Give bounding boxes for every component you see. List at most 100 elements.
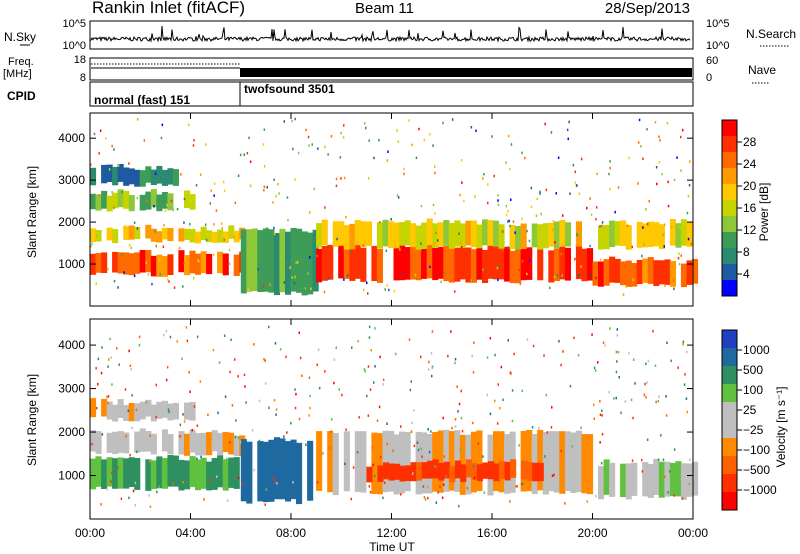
velocity-scatter-cell	[471, 354, 473, 358]
velocity-cell	[388, 430, 395, 492]
velocity-scatter-cell	[181, 357, 183, 361]
velocity-scatter-cell	[410, 380, 412, 383]
velocity-scatter-cell	[632, 416, 634, 420]
power-cell	[548, 250, 555, 283]
velocity-scatter-cell	[364, 369, 366, 373]
power-cell	[321, 219, 328, 245]
power-cell	[206, 254, 213, 275]
velocity-scatter-cell	[456, 385, 458, 388]
velocity-colorbar-swatch	[722, 420, 737, 439]
power-cell	[382, 219, 389, 247]
power-scatter-cell	[362, 244, 364, 247]
power-scatter-cell	[556, 274, 558, 277]
velocity-cell	[432, 459, 439, 479]
velocity-cell	[95, 431, 102, 454]
power-scatter-cell	[340, 177, 342, 180]
velocity-scatter-cell	[624, 400, 627, 403]
power-scatter-cell	[197, 260, 200, 263]
power-scatter-cell	[388, 288, 390, 292]
velocity-scatter-cell	[128, 496, 130, 500]
power-cell	[404, 220, 411, 246]
power-cell	[625, 225, 632, 250]
velocity-scatter-cell	[258, 399, 261, 403]
power-cell	[393, 222, 400, 249]
power-cell	[222, 253, 229, 276]
power-cell	[598, 225, 605, 250]
power-cell	[371, 245, 378, 281]
power-cell	[156, 165, 163, 184]
velocity-scatter-cell	[531, 426, 534, 429]
power-cell	[189, 250, 196, 274]
power-scatter-cell	[151, 282, 153, 286]
power-cell	[426, 243, 433, 279]
power-scatter-cell	[90, 244, 92, 248]
power-scatter-cell	[566, 128, 569, 132]
velocity-scatter-cell	[483, 491, 486, 494]
velocity-scatter-cell	[378, 405, 381, 409]
power-scatter-cell	[622, 293, 625, 296]
velocity-scatter-cell	[428, 360, 430, 364]
velocity-scatter-cell	[275, 413, 277, 416]
velocity-cell	[476, 464, 483, 482]
power-cell	[307, 232, 314, 295]
velocity-scatter-cell	[265, 488, 268, 491]
power-cell	[233, 254, 240, 276]
power-scatter-cell	[213, 182, 216, 185]
velocity-scatter-cell	[176, 410, 179, 413]
velocity-scatter-cell	[657, 458, 660, 461]
velocity-scatter-cell	[646, 438, 649, 441]
velocity-scatter-cell	[237, 476, 240, 480]
power-cell	[653, 260, 660, 286]
power-cell	[620, 220, 627, 246]
velocity-scatter-cell	[669, 470, 671, 473]
velocity-scatter-cell	[564, 502, 566, 505]
power-cell	[465, 220, 472, 246]
velocity-scatter-cell	[344, 462, 346, 466]
velocity-scatter-cell	[163, 333, 165, 337]
power-cell	[448, 223, 455, 249]
velocity-scatter-cell	[145, 401, 148, 404]
power-cell	[123, 190, 130, 209]
velocity-scatter-cell	[229, 441, 231, 444]
power-cell	[465, 247, 472, 283]
power-cell	[343, 225, 350, 250]
velocity-cell	[233, 457, 240, 489]
velocity-cell	[537, 429, 544, 491]
power-scatter-cell	[423, 138, 426, 142]
velocity-cell	[145, 459, 152, 491]
power-cell	[145, 191, 152, 210]
velocity-scatter-cell	[616, 334, 619, 337]
power-scatter-cell	[655, 166, 658, 169]
velocity-cell	[228, 457, 235, 488]
power-cell	[354, 245, 361, 279]
power-cell	[498, 224, 505, 249]
velocity-scatter-cell	[106, 395, 108, 399]
velocity-scatter-cell	[466, 486, 469, 490]
power-cell	[123, 226, 130, 240]
power-scatter-cell	[429, 265, 431, 269]
power-cell	[128, 225, 135, 240]
velocity-cell	[631, 462, 638, 496]
power-scatter-cell	[662, 233, 664, 237]
velocity-colorbar-tick-label: 1000	[743, 343, 770, 357]
power-cell	[487, 244, 494, 279]
power-cell	[112, 166, 119, 186]
power-scatter-cell	[317, 147, 319, 150]
power-scatter-cell	[330, 134, 333, 138]
velocity-cell	[388, 463, 395, 481]
power-cell	[251, 228, 258, 291]
power-scatter-cell	[266, 186, 268, 189]
power-scatter-cell	[176, 207, 179, 211]
velocity-scatter-cell	[298, 331, 300, 334]
power-scatter-cell	[451, 118, 454, 121]
velocity-scatter-cell	[138, 335, 141, 339]
power-scatter-cell	[437, 239, 439, 242]
power-colorbar-swatch	[722, 216, 737, 233]
velocity-cell	[686, 463, 693, 497]
velocity-scatter-cell	[586, 500, 588, 503]
velocity-scatter-cell	[308, 376, 311, 379]
power-colorbar-tick-label: 20	[743, 179, 757, 193]
velocity-scatter-cell	[357, 340, 359, 343]
velocity-scatter-cell	[203, 498, 205, 501]
power-colorbar-tick-label: 8	[743, 245, 750, 259]
